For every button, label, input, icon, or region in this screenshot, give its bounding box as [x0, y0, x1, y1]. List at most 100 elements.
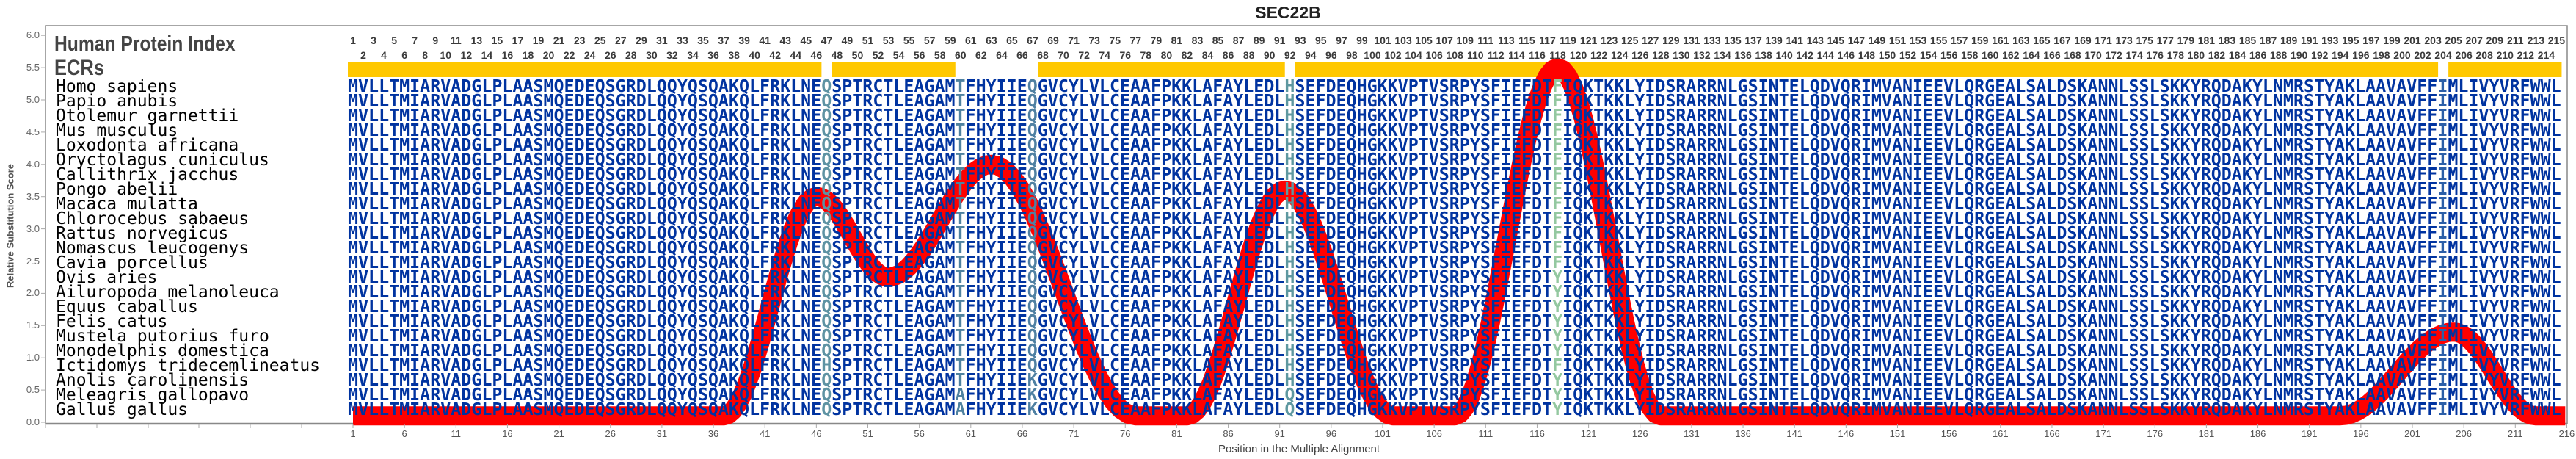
- variable-residue: Y: [1552, 385, 1563, 405]
- position-index-label: 206: [2455, 49, 2473, 61]
- position-index-label: 65: [1006, 35, 1018, 46]
- position-index-label: 82: [1181, 49, 1193, 61]
- position-index-label: 67: [1027, 35, 1038, 46]
- variable-residue: T: [955, 194, 966, 214]
- position-index-label: 75: [1109, 35, 1121, 46]
- position-index-label: 155: [1929, 35, 1948, 46]
- variable-residue: H: [1284, 238, 1295, 258]
- x-tick-label: 131: [1684, 428, 1700, 439]
- variable-residue: H: [1284, 150, 1295, 170]
- position-index-label: 60: [954, 49, 967, 61]
- position-index-label: 214: [2537, 49, 2555, 61]
- position-index-label: 215: [2547, 35, 2566, 46]
- position-index-label: 23: [573, 35, 586, 46]
- position-index-label: 36: [707, 49, 719, 61]
- variable-residue: T: [955, 223, 966, 243]
- position-index-label: 132: [1693, 49, 1711, 61]
- variable-residue: Q: [1027, 253, 1038, 272]
- position-index-label: 102: [1384, 49, 1402, 61]
- variable-residue: I: [2437, 194, 2448, 214]
- position-index-label: 38: [728, 49, 740, 61]
- x-tick-label: 121: [1580, 428, 1597, 439]
- position-index-label: 131: [1683, 35, 1700, 46]
- position-index-label: 128: [1652, 49, 1670, 61]
- position-index-label: 86: [1222, 49, 1234, 61]
- species-name: Rattus norvegicus: [56, 224, 229, 243]
- variable-residue: F: [1552, 106, 1563, 126]
- variable-residue: I: [2437, 400, 2448, 419]
- position-index-label: 196: [2352, 49, 2370, 61]
- position-index-label: 191: [2301, 35, 2318, 46]
- variable-residue: Q: [1027, 91, 1038, 111]
- position-index-label: 12: [460, 49, 473, 61]
- variable-residue: F: [1552, 76, 1563, 96]
- position-index-label: 124: [1611, 49, 1629, 61]
- variable-residue: I: [2437, 150, 2448, 170]
- x-tick-label: 206: [2456, 428, 2472, 439]
- variable-residue: T: [955, 91, 966, 111]
- position-index-label: 56: [913, 49, 925, 61]
- position-index-label: 31: [656, 35, 668, 46]
- variable-residue: Y: [1552, 326, 1563, 346]
- variable-residue: Q: [1027, 150, 1038, 170]
- position-index-label: 72: [1078, 49, 1090, 61]
- position-index-label: 164: [2023, 49, 2040, 61]
- variable-residue: T: [955, 253, 966, 272]
- variable-residue: Q: [1027, 311, 1038, 331]
- sequence-row: MVLLTMIARVADGLPLAASMQEDEQSGRDLQQYQSQAKQL…: [348, 297, 2561, 317]
- position-index-label: 39: [738, 35, 750, 46]
- position-index-label: 205: [2445, 35, 2462, 46]
- x-tick-label: 146: [1838, 428, 1855, 439]
- position-index-label: 139: [1765, 35, 1783, 46]
- variable-residue: I: [2437, 106, 2448, 126]
- variable-residue: F: [1552, 165, 1563, 184]
- variable-residue: Q: [821, 135, 832, 155]
- variable-residue: Q: [821, 120, 832, 140]
- variable-residue: Q: [821, 165, 832, 184]
- sequence-row: MVLLTMIARVADGLPLAASMQEDEQSGRDLQQYQSQAKQL…: [348, 253, 2561, 272]
- position-index-label: 117: [1539, 35, 1556, 46]
- variable-residue: H: [1284, 253, 1295, 272]
- variable-residue: Q: [821, 370, 832, 390]
- position-index-label: 172: [2105, 49, 2122, 61]
- variable-residue: Q: [1027, 106, 1038, 126]
- position-index-label: 207: [2465, 35, 2483, 46]
- variable-residue: T: [955, 165, 966, 184]
- variable-residue: F: [1552, 209, 1563, 228]
- variable-residue: Q: [821, 223, 832, 243]
- variable-residue: F: [1552, 253, 1563, 272]
- position-index-label: 107: [1436, 35, 1453, 46]
- position-index-label: 45: [800, 35, 812, 46]
- variable-residue: T: [955, 76, 966, 96]
- variable-residue: I: [2437, 341, 2448, 361]
- x-tick-label: 166: [2044, 428, 2060, 439]
- position-index-label: 116: [1529, 49, 1546, 61]
- x-tick-label: 176: [2147, 428, 2164, 439]
- y-tick-label: 4.0: [26, 158, 40, 170]
- position-index-label: 144: [1816, 49, 1834, 61]
- position-index-label: 19: [532, 35, 545, 46]
- ecr-segment: [1038, 62, 1285, 77]
- position-index-label: 95: [1315, 35, 1327, 46]
- position-index-label: 173: [2115, 35, 2133, 46]
- position-index-label: 121: [1579, 35, 1598, 46]
- sequence-row: MVLLTMIARVADGLPLAASMQEDEQSGRDLQQYQSQAKQL…: [348, 385, 2561, 405]
- position-index-label: 101: [1374, 35, 1391, 46]
- position-index-label: 58: [934, 49, 946, 61]
- position-index-label: 37: [718, 35, 729, 46]
- sequence-row: MVLLTMIARVADGLPLAASMQEDEQSGRDLQQYQSQAKQL…: [348, 282, 2561, 302]
- variable-residue: Q: [821, 238, 832, 258]
- variable-residue: K: [1027, 400, 1038, 419]
- position-index-label: 22: [563, 49, 575, 61]
- position-index-label: 149: [1868, 35, 1886, 46]
- sequence-row: MVLLTMIARVADGLPLAASMQEDEQSGRDLQQYQSQAKQL…: [348, 194, 2561, 214]
- position-index-label: 159: [1971, 35, 1989, 46]
- variable-residue: I: [2437, 297, 2448, 317]
- position-index-label: 137: [1744, 35, 1762, 46]
- variable-residue: Q: [1027, 165, 1038, 184]
- position-index-label: 104: [1405, 49, 1422, 61]
- position-index-label: 87: [1232, 35, 1245, 46]
- position-index-label: 123: [1600, 35, 1618, 46]
- position-index-label: 94: [1304, 49, 1317, 61]
- position-index-label: 47: [821, 35, 833, 46]
